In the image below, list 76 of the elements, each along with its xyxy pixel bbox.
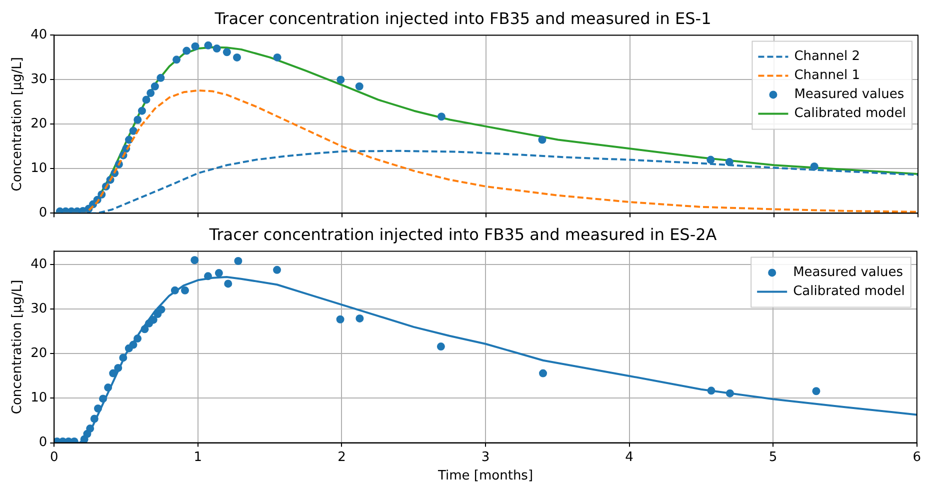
legend-label: Measured values xyxy=(793,265,904,280)
point xyxy=(273,53,282,62)
y-tick-label: 40 xyxy=(30,256,48,272)
point xyxy=(146,89,155,98)
point xyxy=(104,384,112,392)
point xyxy=(538,136,546,144)
point xyxy=(273,266,282,274)
point xyxy=(214,269,223,278)
point xyxy=(812,387,820,396)
point xyxy=(707,386,716,395)
point xyxy=(355,82,364,90)
point xyxy=(190,256,199,264)
point xyxy=(134,116,142,124)
point xyxy=(706,156,715,164)
point xyxy=(109,369,118,378)
point xyxy=(140,325,149,334)
y-tick-label: 20 xyxy=(30,346,48,362)
point xyxy=(129,340,138,349)
point xyxy=(90,414,98,423)
y-tick-label: 10 xyxy=(30,390,48,406)
legend-label: Measured values xyxy=(794,87,904,102)
y-tick-label: 10 xyxy=(30,161,48,176)
y-tick-label: 30 xyxy=(30,72,48,88)
x-axis-title: Time [months] xyxy=(436,468,534,484)
point xyxy=(129,126,138,135)
point xyxy=(437,112,446,121)
chart-title: Tracer concentration injected into FB35 and measured in ES-1 xyxy=(214,8,712,28)
point xyxy=(138,106,146,115)
legend-label: Calibrated model xyxy=(794,106,906,122)
y-axis-title: Concentration [µg/L] xyxy=(10,280,26,414)
legend-label: Calibrated model xyxy=(793,284,905,300)
y-tick-label: 20 xyxy=(30,116,48,132)
point xyxy=(150,82,159,90)
point xyxy=(119,354,128,362)
point xyxy=(191,42,200,50)
legend-label: Channel 1 xyxy=(794,68,860,84)
y-tick-label: 30 xyxy=(30,302,48,316)
point xyxy=(224,280,232,288)
point xyxy=(157,306,166,314)
point xyxy=(356,314,364,322)
point xyxy=(539,369,548,378)
y-tick-label: 0 xyxy=(38,435,48,450)
chart-title: Tracer concentration injected into FB35 and measured in ES-2A xyxy=(208,224,717,244)
point xyxy=(149,316,158,324)
point xyxy=(94,404,102,412)
x-tick-label: 4 xyxy=(625,450,634,465)
point xyxy=(232,53,241,62)
point xyxy=(170,286,179,294)
point xyxy=(336,76,345,84)
point xyxy=(134,334,142,343)
legend-label: Channel 2 xyxy=(794,49,860,64)
point xyxy=(726,389,734,398)
x-tick-label: 3 xyxy=(481,450,490,465)
y-tick-label: 40 xyxy=(30,28,48,43)
point xyxy=(212,44,221,53)
y-tick-label: 0 xyxy=(38,206,48,221)
x-tick-label: 5 xyxy=(768,450,778,465)
point xyxy=(86,424,94,433)
point xyxy=(222,48,231,56)
point xyxy=(142,96,150,104)
point xyxy=(156,74,165,82)
point xyxy=(204,41,212,50)
point xyxy=(99,394,108,403)
point xyxy=(114,364,122,372)
y-axis-title: Concentration [µg/L] xyxy=(10,57,26,192)
point xyxy=(234,257,242,266)
point xyxy=(182,46,191,55)
point xyxy=(180,286,189,294)
point xyxy=(336,315,344,324)
x-tick-label: 6 xyxy=(912,450,922,465)
point xyxy=(172,56,181,64)
point xyxy=(204,272,212,280)
x-tick-label: 0 xyxy=(50,450,58,465)
point xyxy=(436,342,445,351)
x-tick-label: 1 xyxy=(194,450,202,465)
x-tick-label: 2 xyxy=(338,450,346,465)
